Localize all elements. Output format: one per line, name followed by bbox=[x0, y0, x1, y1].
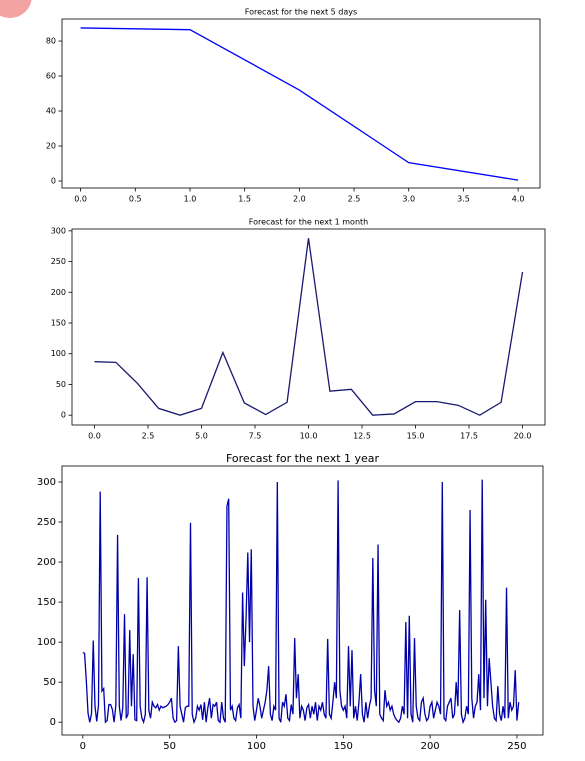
y-tick-label: 0 bbox=[51, 177, 56, 186]
x-tick-label: 10.0 bbox=[300, 432, 318, 441]
y-tick-label: 200 bbox=[51, 288, 66, 297]
y-tick-label: 50 bbox=[43, 677, 56, 688]
y-tick-label: 250 bbox=[51, 257, 66, 266]
x-tick-label: 2.5 bbox=[142, 432, 155, 441]
axes-frame bbox=[61, 18, 541, 189]
x-tick-label: 150 bbox=[334, 741, 353, 752]
y-tick-label: 0 bbox=[50, 717, 56, 728]
x-tick-label: 1.0 bbox=[184, 195, 197, 204]
data-line bbox=[82, 479, 520, 725]
data-line bbox=[94, 238, 524, 416]
x-tick-label: 3.5 bbox=[457, 195, 470, 204]
y-tick-label: 250 bbox=[37, 517, 56, 528]
y-tick-label: 60 bbox=[46, 72, 56, 81]
y-tick-label: 0 bbox=[61, 411, 66, 420]
y-tick-label: 20 bbox=[46, 142, 56, 151]
x-tick-label: 2.5 bbox=[348, 195, 361, 204]
y-tick-label: 50 bbox=[56, 380, 66, 389]
chart-title: Forecast for the next 1 year bbox=[226, 452, 380, 465]
y-tick-label: 300 bbox=[37, 477, 56, 488]
x-tick-label: 250 bbox=[507, 741, 526, 752]
y-tick-label: 300 bbox=[51, 226, 66, 235]
x-tick-label: 0.0 bbox=[88, 432, 101, 441]
y-tick-label: 100 bbox=[37, 637, 56, 648]
x-tick-label: 0.0 bbox=[74, 195, 87, 204]
y-tick-label: 150 bbox=[37, 597, 56, 608]
y-tick-label: 40 bbox=[46, 107, 56, 116]
x-tick-label: 20.0 bbox=[514, 432, 532, 441]
data-line bbox=[80, 27, 519, 181]
chart-title: Forecast for the next 5 days bbox=[245, 8, 357, 17]
x-tick-label: 0 bbox=[80, 741, 86, 752]
x-tick-label: 50 bbox=[163, 741, 176, 752]
corner-badge bbox=[0, 0, 32, 18]
axes-frame bbox=[61, 465, 544, 736]
x-tick-label: 100 bbox=[247, 741, 266, 752]
x-tick-label: 17.5 bbox=[460, 432, 478, 441]
x-tick-label: 3.0 bbox=[402, 195, 415, 204]
x-tick-label: 200 bbox=[421, 741, 440, 752]
x-tick-label: 4.0 bbox=[512, 195, 525, 204]
x-tick-label: 0.5 bbox=[129, 195, 142, 204]
x-tick-label: 7.5 bbox=[249, 432, 262, 441]
x-tick-label: 5.0 bbox=[195, 432, 208, 441]
y-tick-label: 200 bbox=[37, 557, 56, 568]
x-tick-label: 1.5 bbox=[238, 195, 251, 204]
y-tick-label: 150 bbox=[51, 319, 66, 328]
x-tick-label: 2.0 bbox=[293, 195, 306, 204]
axes-frame bbox=[71, 228, 546, 426]
y-tick-label: 100 bbox=[51, 349, 66, 358]
x-tick-label: 12.5 bbox=[353, 432, 371, 441]
chart-title: Forecast for the next 1 month bbox=[249, 218, 368, 227]
y-tick-label: 80 bbox=[46, 37, 56, 46]
x-tick-label: 15.0 bbox=[407, 432, 425, 441]
